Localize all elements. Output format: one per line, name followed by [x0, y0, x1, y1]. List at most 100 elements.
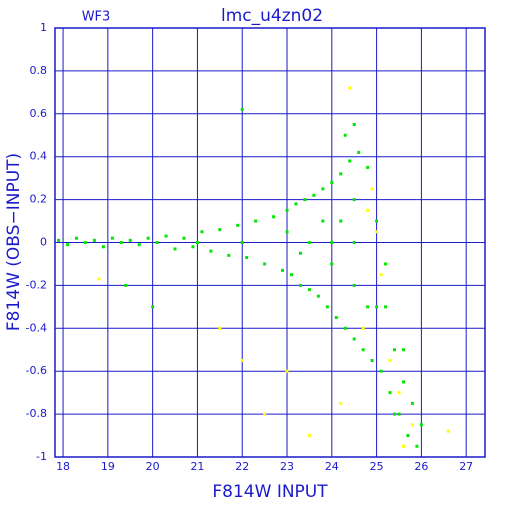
- point: [348, 159, 352, 163]
- point: [388, 391, 392, 395]
- point: [379, 369, 383, 373]
- point: [375, 219, 379, 223]
- point: [182, 236, 186, 240]
- point: [240, 358, 244, 362]
- point: [330, 241, 334, 244]
- x-tick-label: 27: [459, 460, 473, 473]
- point: [339, 219, 343, 223]
- x-tick-label: 23: [280, 460, 294, 473]
- point: [101, 245, 105, 249]
- point: [321, 219, 325, 223]
- point: [352, 337, 356, 341]
- y-tick-label: -0.8: [26, 407, 47, 420]
- point: [339, 401, 343, 405]
- point: [263, 412, 267, 416]
- point: [370, 187, 374, 191]
- point: [388, 358, 392, 362]
- point: [137, 243, 141, 247]
- point: [401, 348, 405, 352]
- point: [401, 380, 405, 384]
- point: [352, 198, 356, 202]
- point: [312, 193, 316, 197]
- point: [92, 238, 96, 242]
- point: [75, 236, 78, 240]
- chart-title: lmc_u4zn02: [221, 6, 323, 26]
- point: [227, 253, 231, 257]
- point: [281, 268, 285, 272]
- point: [254, 219, 258, 223]
- point: [151, 305, 155, 309]
- point: [370, 358, 374, 362]
- y-tick-label: -0.4: [26, 321, 47, 334]
- point: [366, 305, 370, 309]
- point: [303, 198, 307, 202]
- point: [415, 444, 419, 448]
- point: [66, 243, 70, 247]
- point: [307, 241, 311, 244]
- point: [263, 262, 267, 266]
- point: [334, 316, 338, 320]
- point: [330, 262, 334, 266]
- point: [285, 230, 289, 234]
- point: [209, 249, 213, 253]
- point: [397, 391, 401, 395]
- point: [343, 133, 347, 137]
- point: [379, 273, 383, 277]
- point: [357, 150, 361, 154]
- point: [240, 241, 244, 244]
- point: [419, 423, 423, 427]
- point: [325, 305, 329, 309]
- x-tick-label: 24: [325, 460, 339, 473]
- point: [393, 412, 397, 416]
- point: [245, 256, 249, 260]
- point: [348, 86, 352, 90]
- point: [218, 228, 222, 232]
- y-tick-label: -0.2: [26, 278, 47, 291]
- point: [83, 241, 87, 244]
- point: [375, 230, 379, 234]
- y-tick-label: 1: [40, 21, 47, 34]
- point: [307, 288, 311, 292]
- annotation: WF3: [82, 10, 111, 25]
- y-tick-label: 0.8: [30, 64, 48, 77]
- x-tick-label: 18: [56, 460, 70, 473]
- point: [195, 241, 199, 244]
- point: [446, 429, 450, 433]
- point: [352, 283, 356, 287]
- point: [339, 172, 343, 176]
- point: [298, 251, 302, 255]
- point: [57, 238, 61, 242]
- point: [110, 236, 114, 240]
- point: [406, 434, 410, 438]
- x-tick-label: 19: [101, 460, 115, 473]
- point: [393, 348, 397, 352]
- point: [384, 262, 388, 266]
- point: [97, 277, 101, 281]
- point: [375, 305, 379, 309]
- point: [128, 238, 132, 242]
- x-tick-label: 25: [370, 460, 384, 473]
- point: [307, 434, 311, 438]
- point: [240, 108, 244, 112]
- y-tick-label: -1: [36, 450, 47, 463]
- y-tick-label: 0.6: [30, 107, 48, 120]
- point: [330, 180, 334, 184]
- point: [236, 223, 240, 227]
- x-tick-label: 22: [235, 460, 249, 473]
- point: [146, 236, 150, 240]
- point: [384, 305, 388, 309]
- point: [343, 326, 347, 330]
- point: [294, 202, 298, 206]
- point: [200, 230, 204, 234]
- plot-frame: [54, 27, 486, 458]
- point: [410, 423, 414, 427]
- point: [191, 245, 195, 249]
- point: [366, 208, 370, 212]
- y-tick-label: -0.6: [26, 364, 47, 377]
- point: [298, 283, 302, 287]
- point: [401, 444, 405, 448]
- x-tick-label: 21: [190, 460, 204, 473]
- point: [361, 326, 365, 330]
- y-tick-label: 0.2: [30, 193, 48, 206]
